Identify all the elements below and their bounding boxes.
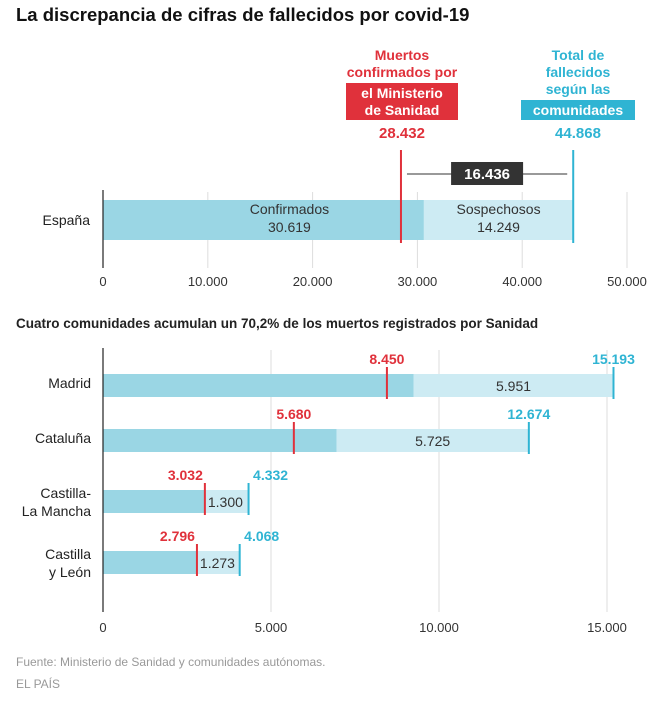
x-tick-label: 10.000 [419,620,459,635]
ministry-value-label: 2.796 [160,528,195,544]
chart-subtitle: Cuatro comunidades acumulan un 70,2% de … [16,316,539,331]
x-tick-label: 20.000 [293,274,333,289]
suspected-value-label: 5.725 [415,433,450,449]
bar-suspected [423,200,574,240]
ministry-value: 28.432 [379,125,425,142]
x-tick-label: 15.000 [587,620,627,635]
communities-value: 44.868 [555,125,601,142]
communities-value-label: 4.068 [244,528,279,544]
ministry-highlight-box [346,83,458,120]
category-label: Castilla- [40,485,91,501]
x-tick-label: 5.000 [255,620,288,635]
bar-confirmed [103,374,414,397]
bar-suspected [413,374,614,397]
category-label: La Mancha [22,503,91,519]
ministry-value-label: 8.450 [369,351,404,367]
bar-confirmed [103,551,197,574]
confirmed-label: Confirmados [250,201,329,217]
communities-value-label: 12.674 [507,406,550,422]
communities-annotation-text: Total de [552,47,605,63]
suspected-label: Sospechosos [457,201,541,217]
source-note: Fuente: Ministerio de Sanidad y comunida… [16,655,326,669]
bar-confirmed [103,490,205,513]
x-tick-label: 30.000 [398,274,438,289]
communities-highlight-box [521,100,635,120]
ministry-value-label: 3.032 [168,467,203,483]
ministry-highlight-text: de Sanidad [365,102,440,118]
x-tick-label: 40.000 [502,274,542,289]
difference-value: 16.436 [464,166,510,183]
communities-highlight-text: comunidades [533,102,623,118]
credit-note: EL PAÍS [16,677,61,691]
bar-confirmed [103,429,337,452]
suspected-value: 14.249 [477,219,520,235]
chart-title: La discrepancia de cifras de fallecidos … [16,4,470,25]
bar-suspected [196,551,240,574]
confirmed-value: 30.619 [268,219,311,235]
ministry-annotation-text: Muertos [375,47,430,63]
x-tick-label: 50.000 [607,274,647,289]
communities-annotation-text: según las [546,81,611,97]
bar-suspected [336,429,529,452]
category-label: Castilla [45,546,91,562]
category-label: Madrid [48,375,91,391]
category-label: y León [49,564,91,580]
category-label: España [43,212,91,228]
x-tick-label: 0 [99,620,106,635]
ministry-annotation-text: confirmados por [347,64,458,80]
suspected-value-label: 1.273 [200,555,235,571]
suspected-value-label: 5.951 [496,378,531,394]
ministry-value-label: 5.680 [276,406,311,422]
ministry-highlight-text: el Ministerio [361,85,443,101]
communities-value-label: 4.332 [253,467,288,483]
communities-value-label: 15.193 [592,351,635,367]
x-tick-label: 10.000 [188,274,228,289]
difference-badge [451,162,524,185]
communities-annotation-text: fallecidos [546,64,611,80]
x-tick-label: 0 [99,274,106,289]
bar-suspected [204,490,249,513]
bar-confirmed [103,200,424,240]
category-label: Cataluña [35,430,91,446]
suspected-value-label: 1.300 [208,494,243,510]
